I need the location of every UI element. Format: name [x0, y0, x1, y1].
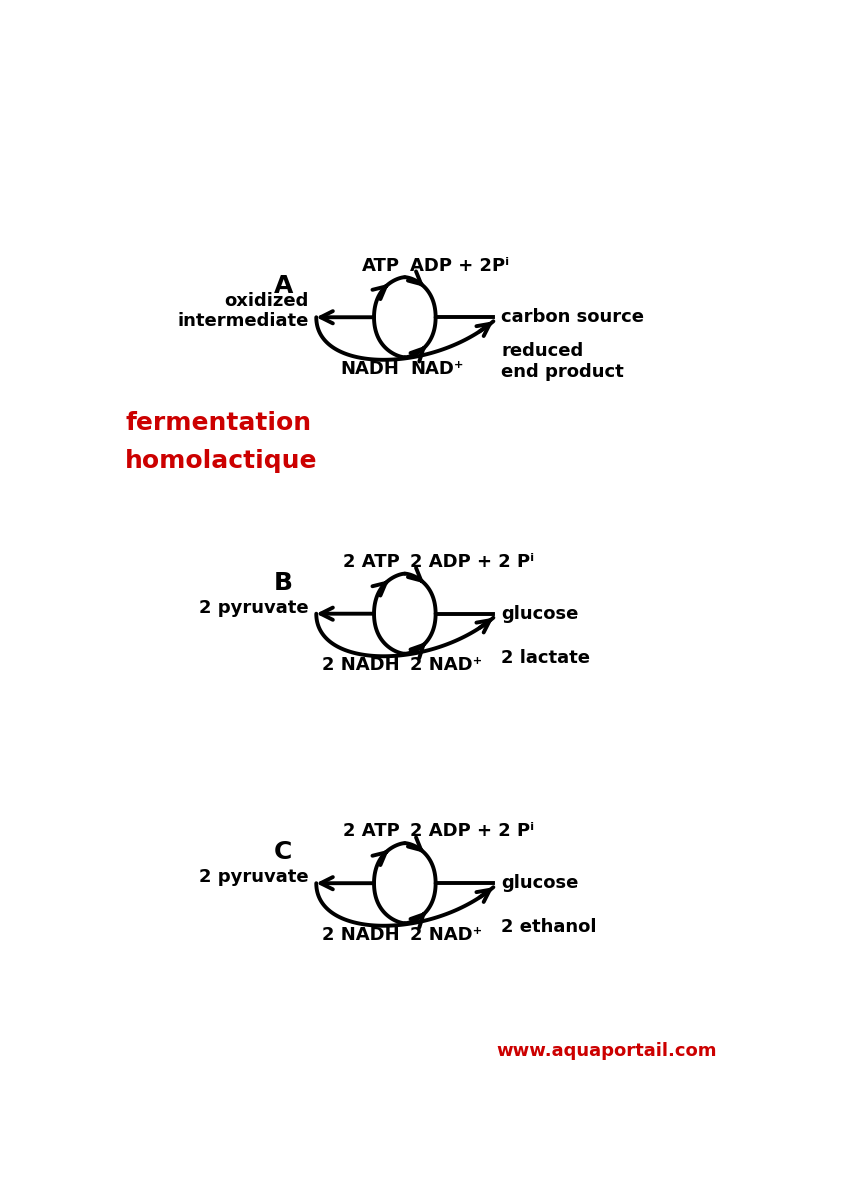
Text: glucose: glucose — [501, 874, 579, 893]
Text: 2 ADP + 2 Pⁱ: 2 ADP + 2 Pⁱ — [411, 553, 535, 571]
Text: glucose: glucose — [501, 605, 579, 623]
Text: homolactique: homolactique — [125, 449, 318, 473]
Text: fermentation: fermentation — [125, 410, 311, 434]
Text: 2 ATP: 2 ATP — [343, 822, 399, 840]
Text: 2 NADH: 2 NADH — [322, 926, 399, 944]
Text: ADP + 2Pⁱ: ADP + 2Pⁱ — [411, 257, 509, 275]
Text: www.aquaportail.com: www.aquaportail.com — [496, 1042, 717, 1060]
Text: carbon source: carbon source — [501, 308, 644, 326]
Text: 2 lactate: 2 lactate — [501, 649, 590, 667]
Text: reduced
end product: reduced end product — [501, 342, 624, 380]
Text: 2 pyruvate: 2 pyruvate — [199, 599, 309, 617]
Text: 2 NADH: 2 NADH — [322, 656, 399, 674]
Text: 2 ATP: 2 ATP — [343, 553, 399, 571]
Text: A: A — [274, 275, 293, 299]
Text: 2 NAD⁺: 2 NAD⁺ — [411, 926, 483, 944]
Text: 2 pyruvate: 2 pyruvate — [199, 868, 309, 886]
Text: 2 ethanol: 2 ethanol — [501, 918, 597, 936]
Text: NAD⁺: NAD⁺ — [411, 360, 464, 378]
Text: ATP: ATP — [361, 257, 400, 275]
Text: oxidized
intermediate: oxidized intermediate — [177, 292, 309, 330]
Text: 2 NAD⁺: 2 NAD⁺ — [411, 656, 483, 674]
Text: NADH: NADH — [341, 360, 400, 378]
Text: B: B — [274, 571, 293, 595]
Text: 2 ADP + 2 Pⁱ: 2 ADP + 2 Pⁱ — [411, 822, 535, 840]
Text: C: C — [274, 840, 292, 864]
